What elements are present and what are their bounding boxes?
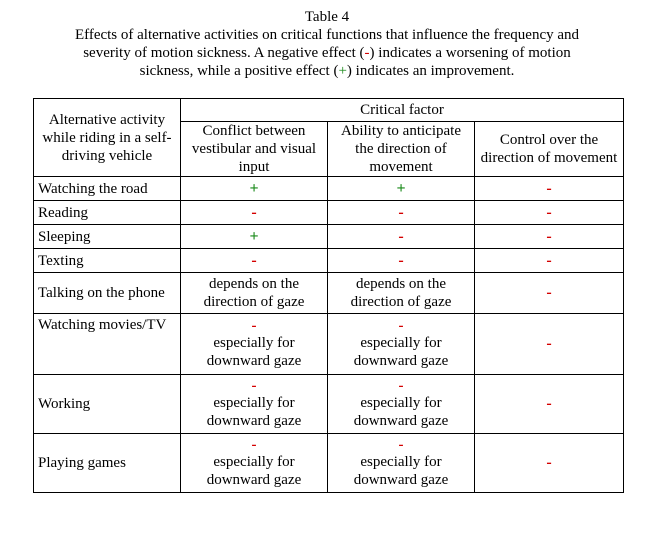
effect-cell: depends on the direction of gaze <box>180 272 328 314</box>
table-row: Texting - - - <box>33 248 624 273</box>
caption-line-2: severity of motion sickness. A negative … <box>0 44 654 62</box>
effect-cell: - especially for downward gaze <box>180 374 328 434</box>
subheader-row: Conflict between vestibular and visual i… <box>34 121 624 177</box>
effect-cell: - <box>474 433 624 493</box>
effect-cell: + <box>180 224 328 249</box>
table-row: Playing games - especially for downward g… <box>33 433 624 493</box>
factor-header-conflict: Conflict between vestibular and visual i… <box>180 121 328 177</box>
table-row: Reading - - - <box>33 200 624 225</box>
negative-symbol: - <box>251 318 257 334</box>
caption-line-3-rest: ) indicates an improvement. <box>346 63 515 79</box>
effect-note: especially for downward gaze <box>353 335 449 369</box>
effect-cell: - especially for downward gaze <box>180 313 328 375</box>
motion-sickness-table: Alternative activity while riding in a s… <box>33 98 624 493</box>
activity-cell: Watching the road <box>33 176 181 201</box>
effect-cell: - <box>474 272 624 314</box>
effect-cell: - especially for downward gaze <box>327 313 475 375</box>
effect-note: especially for downward gaze <box>353 454 449 488</box>
effect-cell: - especially for downward gaze <box>327 433 475 493</box>
activity-cell: Reading <box>33 200 181 225</box>
effect-cell: - <box>327 200 475 225</box>
table-row: Watching the road + + - <box>33 176 624 201</box>
table-row: Watching movies/TV - especially for downw… <box>33 313 624 375</box>
table-row: Sleeping + - - <box>33 224 624 249</box>
caption-line-2-rest: ) indicates a worsening of motion <box>369 45 571 61</box>
caption-line-3: sickness, while a positive effect (+) in… <box>0 62 654 80</box>
caption-line-1: Effects of alternative activities on cri… <box>74 27 580 43</box>
activity-cell: Sleeping <box>33 224 181 249</box>
negative-symbol: - <box>364 45 370 61</box>
effect-cell: - <box>327 248 475 273</box>
effect-cell: - <box>474 248 624 273</box>
factor-header-anticipate: Ability to anticipate the direction of m… <box>327 121 475 177</box>
activity-cell: Working <box>33 374 181 434</box>
effect-note: especially for downward gaze <box>353 395 449 429</box>
effect-cell: - <box>474 200 624 225</box>
table-title: Table 4 <box>304 9 350 25</box>
effect-note: especially for downward gaze <box>206 454 302 488</box>
positive-symbol: + <box>338 63 347 79</box>
table-row: Working - especially for downward gaze -e… <box>33 374 624 434</box>
table-caption: Table 4 Effects of alternative activitie… <box>0 8 654 80</box>
effect-cell: - especially for downward gaze <box>327 374 475 434</box>
effect-cell: + <box>327 176 475 201</box>
activity-cell: Playing games <box>33 433 181 493</box>
negative-symbol: - <box>251 437 257 453</box>
critical-factor-header: Critical factor <box>180 98 624 122</box>
effect-cell: - <box>327 224 475 249</box>
negative-symbol: - <box>251 378 257 394</box>
effect-cell: - <box>474 313 624 375</box>
effect-cell: - <box>180 248 328 273</box>
effect-cell: - <box>474 374 624 434</box>
activity-cell: Texting <box>33 248 181 273</box>
effect-cell: depends on the direction of gaze <box>327 272 475 314</box>
activity-header: Alternative activity while riding in a s… <box>33 98 181 177</box>
activity-cell: Watching movies/TV <box>33 313 181 375</box>
negative-symbol: - <box>398 378 404 394</box>
negative-symbol: - <box>398 318 404 334</box>
caption-line-3-text: sickness, while a positive effect ( <box>139 63 339 79</box>
effect-cell: - <box>474 176 624 201</box>
header-row: Alternative activity while riding in a s… <box>33 98 624 177</box>
effect-cell: - especially for downward gaze <box>180 433 328 493</box>
table-row: Talking on the phone depends on the dire… <box>33 272 624 314</box>
caption-line-2-text: severity of motion sickness. A negative … <box>83 45 365 61</box>
activity-cell: Talking on the phone <box>33 272 181 314</box>
effect-cell: - <box>474 224 624 249</box>
factor-header-control: Control over the direction of movement <box>474 121 624 177</box>
effect-note: especially for downward gaze <box>206 335 302 369</box>
negative-symbol: - <box>398 437 404 453</box>
effect-cell: + <box>180 176 328 201</box>
effect-cell: - <box>180 200 328 225</box>
effect-note: especially for downward gaze <box>206 395 302 429</box>
